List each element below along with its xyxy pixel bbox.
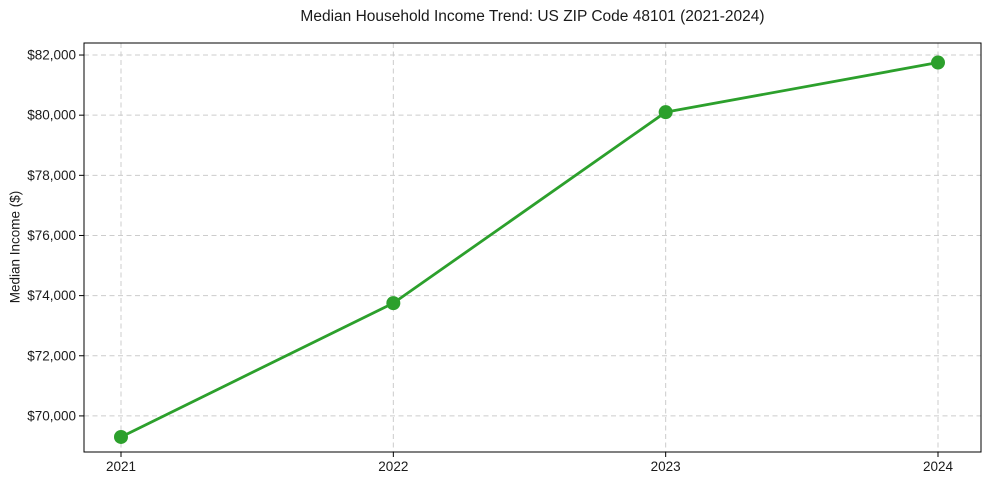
x-tick-label: 2021	[106, 459, 136, 474]
y-tick-label: $76,000	[27, 228, 76, 243]
x-tick-label: 2024	[923, 459, 954, 474]
data-point-2023	[658, 105, 673, 120]
y-tick-label: $72,000	[27, 348, 76, 363]
y-tick-label: $70,000	[27, 408, 76, 423]
data-point-2024	[931, 55, 945, 70]
y-tick-label: $78,000	[27, 168, 76, 183]
chart-title: Median Household Income Trend: US ZIP Co…	[300, 8, 765, 25]
y-tick-label: $74,000	[27, 288, 76, 303]
y-tick-label: $80,000	[27, 108, 76, 123]
data-point-2022	[386, 296, 401, 311]
x-tick-label: 2023	[651, 459, 681, 474]
data-point-2021	[114, 429, 128, 444]
axes-border	[83, 42, 982, 453]
y-tick-label: $82,000	[27, 48, 76, 63]
x-tick-label: 2022	[378, 459, 408, 474]
trend-line	[119, 61, 940, 439]
y-axis-label: Median Income ($)	[7, 190, 23, 304]
